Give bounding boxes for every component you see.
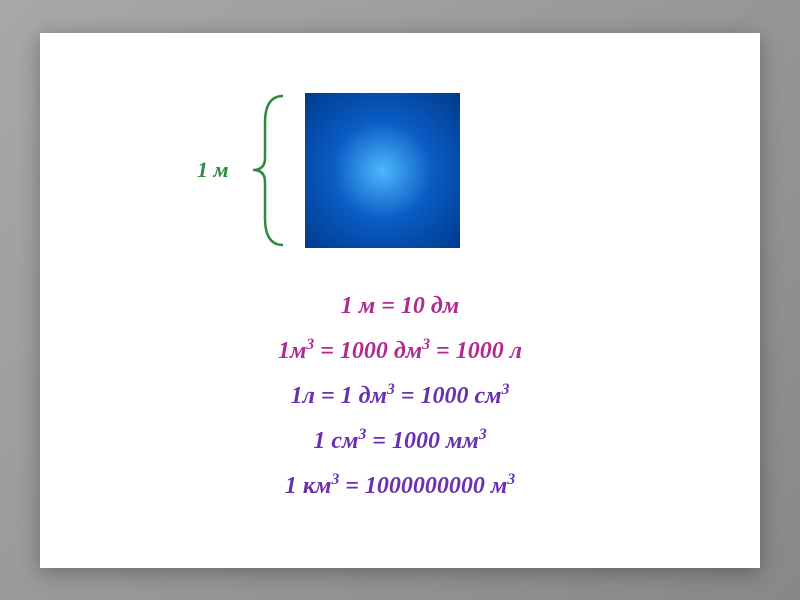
equation-row: 1 км3 = 1000000000 м3: [40, 471, 760, 500]
slide-frame: 1 м 1 м = 10 дм 1м3 = 1000 дм3 = 1000 л …: [40, 33, 760, 568]
cube-section: 1 м: [235, 93, 460, 248]
equation-row: 1м3 = 1000 дм3 = 1000 л: [40, 336, 760, 365]
brace-wrapper: 1 м: [235, 93, 295, 248]
equation-row: 1 м = 10 дм: [40, 293, 760, 320]
cube-graphic: [305, 93, 460, 248]
equation-row: 1 см3 = 1000 мм3: [40, 426, 760, 455]
equations-block: 1 м = 10 дм 1м3 = 1000 дм3 = 1000 л 1л =…: [40, 293, 760, 516]
brace-label: 1 м: [197, 157, 229, 183]
equation-row: 1л = 1 дм3 = 1000 см3: [40, 381, 760, 410]
brace-icon: [245, 93, 290, 248]
